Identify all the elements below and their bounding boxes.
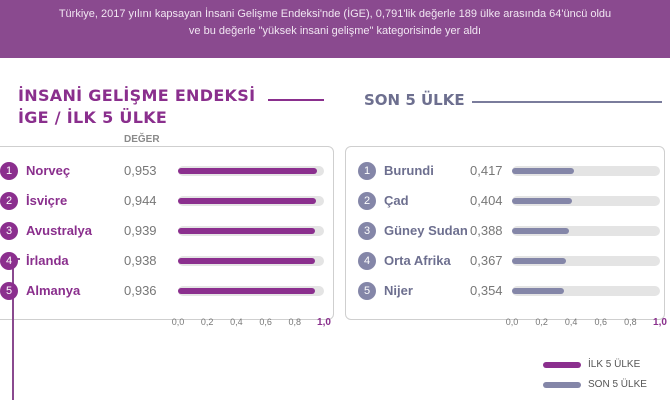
header-line-1: Türkiye, 2017 yılını kapsayan İnsani Gel… — [58, 8, 612, 20]
bottom5-panel — [345, 146, 665, 320]
bottom5-bar — [512, 198, 572, 204]
bottom5-bar — [512, 228, 570, 234]
bottom5-rank-badge: 5 — [358, 282, 376, 300]
left-title-line-2: İGE / İLK 5 ÜLKE — [18, 108, 168, 127]
top5-rank-badge: 3 — [0, 222, 18, 240]
top5-bar — [178, 288, 315, 294]
top5-rank-badge: 5 — [0, 282, 18, 300]
bottom5-x-tick-label: 0,0 — [505, 317, 519, 327]
top5-value-label: 0,939 — [124, 223, 157, 238]
top5-country-label: Norveç — [26, 163, 71, 178]
bottom5-value-label: 0,354 — [470, 283, 503, 298]
header-banner: Türkiye, 2017 yılını kapsayan İnsani Gel… — [0, 0, 670, 58]
left-title-line-1: İNSANİ GELİŞME ENDEKSİ — [18, 86, 256, 105]
top5-bar — [178, 198, 316, 204]
bottom5-x-tick-label: 0,8 — [624, 317, 637, 327]
bottom5-x-tick-label: 1,0 — [653, 317, 667, 328]
bottom5-x-tick-label: 0,4 — [564, 317, 578, 327]
bottom5-country-label: Orta Afrika — [384, 253, 451, 268]
bottom5-country-label: Güney Sudan — [384, 223, 468, 238]
bottom5-bar — [512, 168, 574, 174]
bottom5-bar-track — [512, 226, 660, 236]
top5-x-tick-label: 0,6 — [259, 317, 272, 327]
top5-value-label: 0,953 — [124, 163, 157, 178]
bottom5-bar-track — [512, 286, 660, 296]
legend-swatch-top5 — [543, 362, 581, 368]
top5-x-tick-label: 0,0 — [171, 317, 185, 327]
top5-bar-track — [178, 286, 324, 296]
bottom5-value-label: 0,404 — [470, 193, 503, 208]
bottom5-bar-track — [512, 196, 660, 206]
legend-label-bottom5: SON 5 ÜLKE — [588, 379, 647, 390]
top5-country-label: İsviçre — [26, 193, 68, 208]
bottom5-x-tick-label: 0,2 — [535, 317, 548, 327]
top5-x-tick-label: 0,8 — [288, 317, 302, 327]
top5-rank-badge: 4 — [0, 252, 18, 270]
bottom5-rank-badge: 1 — [358, 162, 376, 180]
top5-country-label: Almanya — [26, 283, 81, 298]
top5-value-label: 0,944 — [124, 193, 157, 208]
top5-bar-track — [178, 166, 324, 176]
top5-value-label: 0,938 — [124, 253, 157, 268]
bottom5-country-label: Çad — [384, 193, 409, 208]
right-title-rule — [472, 101, 662, 103]
right-title: SON 5 ÜLKE — [364, 91, 465, 109]
bottom5-bar — [512, 288, 565, 294]
bottom5-rank-badge: 2 — [358, 192, 376, 210]
top5-country-label: İrlanda — [26, 253, 69, 268]
bottom5-country-label: Nijer — [384, 283, 413, 298]
bottom5-bar-track — [512, 166, 660, 176]
bottom5-rank-badge: 4 — [358, 252, 376, 270]
top5-x-tick-label: 0,2 — [200, 317, 214, 327]
top5-x-tick-label: 1,0 — [317, 317, 331, 328]
top5-x-tick-label: 0,4 — [230, 317, 243, 327]
bottom5-bar-track — [512, 256, 660, 266]
top5-country-label: Avustralya — [26, 223, 92, 238]
bottom5-bar — [512, 258, 567, 264]
legend-swatch-bottom5 — [543, 382, 581, 388]
top5-rank-badge: 2 — [0, 192, 18, 210]
bottom5-country-label: Burundi — [384, 163, 434, 178]
value-column-header: DEĞER — [124, 134, 160, 145]
bottom5-x-tick-label: 0,6 — [594, 317, 608, 327]
bottom5-value-label: 0,388 — [470, 223, 503, 238]
bottom5-value-label: 0,367 — [470, 253, 503, 268]
bottom5-rank-badge: 3 — [358, 222, 376, 240]
top5-bar-track — [178, 196, 324, 206]
connector-line — [12, 258, 14, 400]
top5-bar — [178, 168, 318, 174]
left-title-rule — [268, 99, 324, 101]
top5-bar — [178, 258, 315, 264]
top5-panel — [0, 146, 334, 320]
legend-label-top5: İLK 5 ÜLKE — [588, 359, 641, 370]
top5-bar-track — [178, 256, 324, 266]
bottom5-value-label: 0,417 — [470, 163, 503, 178]
header-line-2: ve bu değerle "yüksek insani gelişme" ka… — [188, 25, 482, 37]
top5-value-label: 0,936 — [124, 283, 157, 298]
top5-bar-track — [178, 226, 324, 236]
top5-rank-badge: 1 — [0, 162, 18, 180]
top5-bar — [178, 228, 316, 234]
